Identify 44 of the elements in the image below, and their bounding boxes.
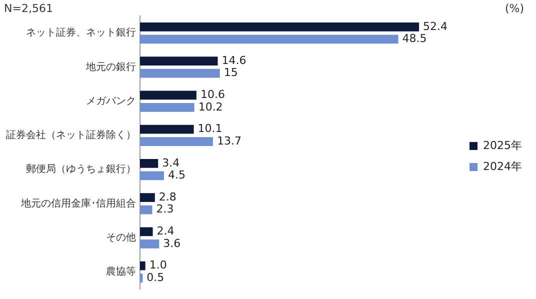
bar [140, 90, 196, 100]
bar [140, 193, 155, 202]
y-tick-label: 郵便局（ゆうちょ銀行） [26, 163, 136, 176]
data-label: 3.4 [162, 156, 180, 170]
data-label: 52.4 [423, 20, 448, 33]
bar [140, 137, 213, 146]
data-label: 13.7 [216, 134, 242, 148]
bar [140, 22, 420, 32]
data-label: 4.5 [168, 168, 186, 182]
data-label: 10.6 [200, 88, 225, 102]
y-tick-label: 地元の銀行 [85, 60, 136, 73]
data-label: 10.1 [198, 122, 222, 136]
bar [140, 124, 194, 134]
data-label: 14.6 [222, 54, 246, 67]
legend-label: 2025年 [483, 138, 522, 152]
text: N=2,561 [4, 2, 53, 15]
y-tick-label: その他 [106, 231, 136, 244]
bar [140, 68, 220, 78]
bar [140, 159, 158, 168]
y-tick-label: ネット証券、ネット銀行 [26, 26, 136, 39]
data-label: 2.8 [158, 190, 176, 204]
bar [140, 34, 398, 44]
legend-label: 2024年 [483, 160, 522, 173]
y-tick-label: 証券会社（ネット証券除く） [6, 129, 136, 142]
data-label: 15 [224, 66, 238, 80]
bar [140, 171, 164, 180]
bar [140, 274, 143, 283]
bar [140, 240, 160, 248]
data-label: 2.3 [156, 202, 174, 216]
y-tick-label: 農協等 [106, 266, 136, 278]
y-tick-label: メガバンク [86, 96, 136, 107]
bar [140, 56, 218, 66]
data-label: 3.6 [163, 236, 181, 250]
text: (%) [504, 2, 524, 15]
data-label: 0.5 [146, 270, 164, 284]
data-label: 48.5 [402, 32, 427, 46]
bar [140, 103, 194, 112]
data-label: 1.0 [149, 258, 167, 272]
bar [140, 205, 152, 214]
data-label: 2.4 [156, 224, 174, 238]
bar [140, 261, 146, 270]
bar [140, 227, 153, 236]
y-tick-label: 地元の信用金庫･信用組合 [20, 197, 136, 210]
data-label: 10.2 [198, 100, 223, 114]
